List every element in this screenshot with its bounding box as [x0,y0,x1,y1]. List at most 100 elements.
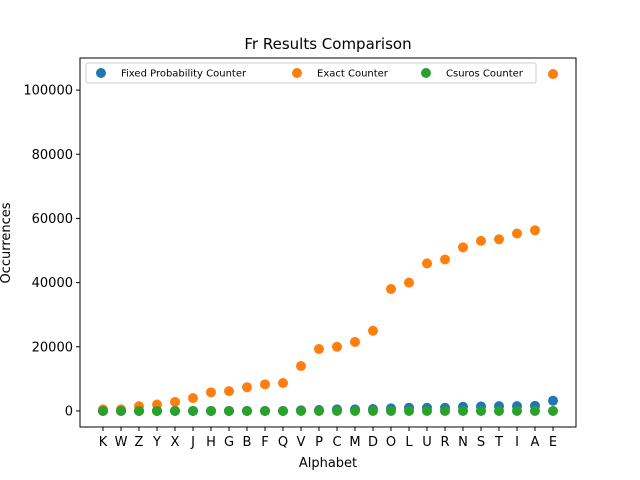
data-point [314,344,324,355]
x-tick-label: N [458,435,468,450]
x-tick-label: D [368,435,378,450]
y-tick-label: 100000 [23,84,73,99]
y-tick-label: 40000 [32,276,73,291]
data-point [494,234,504,245]
series-2 [98,405,558,416]
data-point [512,228,522,239]
data-point [404,405,414,416]
data-point [422,405,432,416]
x-tick-label: F [261,435,268,450]
data-point [404,277,414,288]
data-point [530,405,540,416]
y-axis-label: Occurrences [0,202,14,283]
x-tick-label: L [405,435,413,450]
legend-marker [292,68,302,78]
legend-marker [96,68,106,78]
series-layer [98,69,558,416]
data-point [476,235,486,246]
data-point [458,405,468,416]
data-point [548,405,558,416]
x-tick-label: A [531,435,540,450]
x-tick-label: G [224,435,234,450]
x-tick-label: J [190,435,195,450]
x-tick-label: B [243,435,252,450]
plot-area [79,57,577,428]
data-point [530,225,540,236]
x-tick-label: E [549,435,557,450]
data-point [170,405,180,416]
y-tick-label: 80000 [32,148,73,163]
data-point [116,405,126,416]
chart-title: Fr Results Comparison [244,35,411,53]
data-point [98,405,108,416]
x-tick-label: Z [135,435,144,450]
legend-label: Fixed Probability Counter [121,69,247,80]
x-tick-label: T [494,435,503,450]
data-point [242,382,252,393]
data-point [188,393,198,404]
x-tick-label: P [315,435,323,450]
data-point [242,405,252,416]
y-tick-label: 60000 [32,212,73,227]
data-point [440,405,450,416]
x-tick-label: K [99,435,108,450]
y-tick-label: 0 [65,404,73,419]
data-point [278,405,288,416]
data-point [170,396,180,407]
data-point [422,258,432,269]
data-point [260,379,270,390]
data-point [224,386,234,397]
x-axis-label: Alphabet [299,456,357,471]
x-tick-label: I [515,435,519,450]
data-point [314,405,324,416]
x-tick-label: C [332,435,341,450]
data-point [296,405,306,416]
data-point [296,361,306,372]
data-point [548,395,558,406]
data-point [206,387,216,398]
legend-label: Exact Counter [317,69,389,80]
x-tick-label: X [171,435,180,450]
data-point [278,378,288,389]
data-point [188,405,198,416]
data-point [350,336,360,347]
data-point [548,69,558,80]
data-point [494,405,504,416]
x-tick-label: W [115,435,128,450]
x-tick-label: O [386,435,396,450]
data-point [386,405,396,416]
plot-frame [79,57,577,428]
series-0 [98,395,558,416]
x-tick-label: V [297,435,306,450]
data-point [512,405,522,416]
x-tick-label: U [422,435,432,450]
x-tick-label: H [206,435,216,450]
x-tick-label: S [477,435,485,450]
data-point [332,405,342,416]
data-point [368,325,378,336]
data-point [368,405,378,416]
x-tick-label: R [440,435,449,450]
y-axis: 0 20000 40000 60000 80000 100000 [23,84,80,419]
legend: Fixed Probability Counter Exact Counter Cs… [85,62,537,84]
data-point [260,405,270,416]
data-point [224,405,234,416]
x-tick-label: Q [278,435,288,450]
data-point [332,341,342,352]
legend-marker [421,68,431,78]
data-point [350,405,360,416]
data-point [440,254,450,265]
y-tick-label: 20000 [32,340,73,355]
data-point [206,405,216,416]
x-tick-label: Y [152,435,161,450]
data-point [386,284,396,295]
series-1 [98,69,558,415]
data-point [152,405,162,416]
legend-frame [85,62,537,84]
x-tick-label: M [349,435,360,450]
legend-label: Csuros Counter [446,69,524,80]
data-point [134,405,144,416]
data-point [476,405,486,416]
